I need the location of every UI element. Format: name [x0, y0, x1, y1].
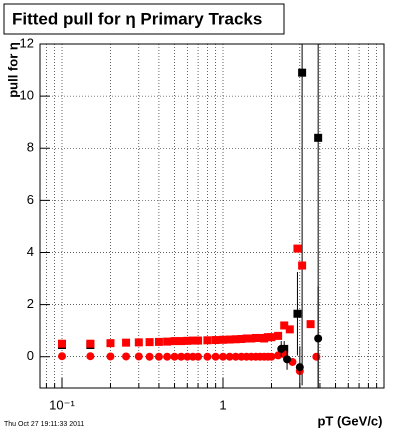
data-point — [306, 320, 315, 329]
data-point — [170, 337, 179, 346]
data-point — [231, 335, 240, 344]
data-point — [225, 352, 234, 361]
data-point — [154, 352, 163, 361]
data-point — [86, 339, 95, 348]
data-point — [134, 338, 143, 347]
y-axis-label: pull for η — [5, 42, 20, 98]
data-point — [58, 352, 67, 361]
data-point — [247, 334, 256, 343]
data-point — [274, 351, 283, 360]
data-point — [293, 244, 302, 253]
data-point — [293, 309, 302, 318]
data-point — [211, 336, 220, 345]
data-point — [231, 352, 240, 361]
data-point — [280, 321, 289, 330]
y-tick-label: 6 — [27, 192, 34, 207]
data-point — [211, 352, 220, 361]
data-point — [122, 338, 131, 347]
data-point — [177, 352, 186, 361]
data-point — [122, 352, 131, 361]
plot-marks — [58, 44, 323, 388]
data-point — [283, 355, 292, 364]
x-tick-label: 10⁻¹ — [49, 397, 75, 412]
data-point — [194, 352, 203, 361]
data-point — [219, 335, 228, 344]
data-point — [314, 334, 323, 343]
y-tick-label: 0 — [27, 348, 34, 363]
data-point — [277, 344, 286, 353]
plot-frame — [39, 43, 385, 389]
data-point — [194, 336, 203, 345]
data-point — [312, 352, 321, 361]
data-point — [183, 336, 192, 345]
data-point — [267, 333, 276, 342]
data-point — [145, 352, 154, 361]
data-point — [134, 352, 143, 361]
data-point — [154, 337, 163, 346]
title-box — [3, 3, 285, 35]
data-point — [219, 352, 228, 361]
chart-title: Fitted pull for η Primary Tracks — [12, 9, 262, 28]
y-tick-label: 10 — [20, 88, 34, 103]
data-point — [203, 352, 212, 361]
data-point — [106, 339, 115, 348]
data-point — [314, 133, 323, 142]
data-point — [183, 352, 192, 361]
data-point — [58, 339, 67, 348]
data-point — [242, 334, 251, 343]
data-point — [170, 352, 179, 361]
data-point — [298, 68, 307, 77]
data-point — [267, 352, 276, 361]
data-point — [145, 338, 154, 347]
x-axis-label: pT (GeV/c) — [317, 413, 382, 428]
y-tick-label: 4 — [27, 244, 34, 259]
data-point — [225, 335, 234, 344]
y-tick-label: 2 — [27, 296, 34, 311]
data-point — [203, 336, 212, 345]
data-point — [163, 337, 172, 346]
data-point — [251, 333, 260, 342]
data-point — [298, 261, 307, 270]
data-point — [274, 331, 283, 340]
data-point — [237, 335, 246, 344]
data-point — [285, 325, 294, 334]
data-point — [163, 352, 172, 361]
x-tick-label: 1 — [219, 397, 226, 412]
data-point — [106, 352, 115, 361]
data-point — [86, 352, 95, 361]
data-point — [188, 336, 197, 345]
grid — [40, 43, 384, 388]
data-point — [295, 363, 304, 372]
y-tick-label: 12 — [20, 35, 34, 50]
data-point — [177, 337, 186, 346]
y-tick-label: 8 — [27, 140, 34, 155]
footer: Thu Oct 27 19:11:33 2011 — [4, 421, 84, 428]
